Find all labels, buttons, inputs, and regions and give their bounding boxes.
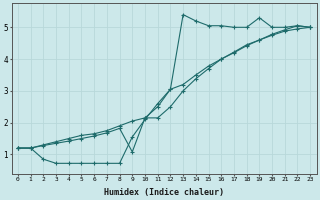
- X-axis label: Humidex (Indice chaleur): Humidex (Indice chaleur): [104, 188, 224, 197]
